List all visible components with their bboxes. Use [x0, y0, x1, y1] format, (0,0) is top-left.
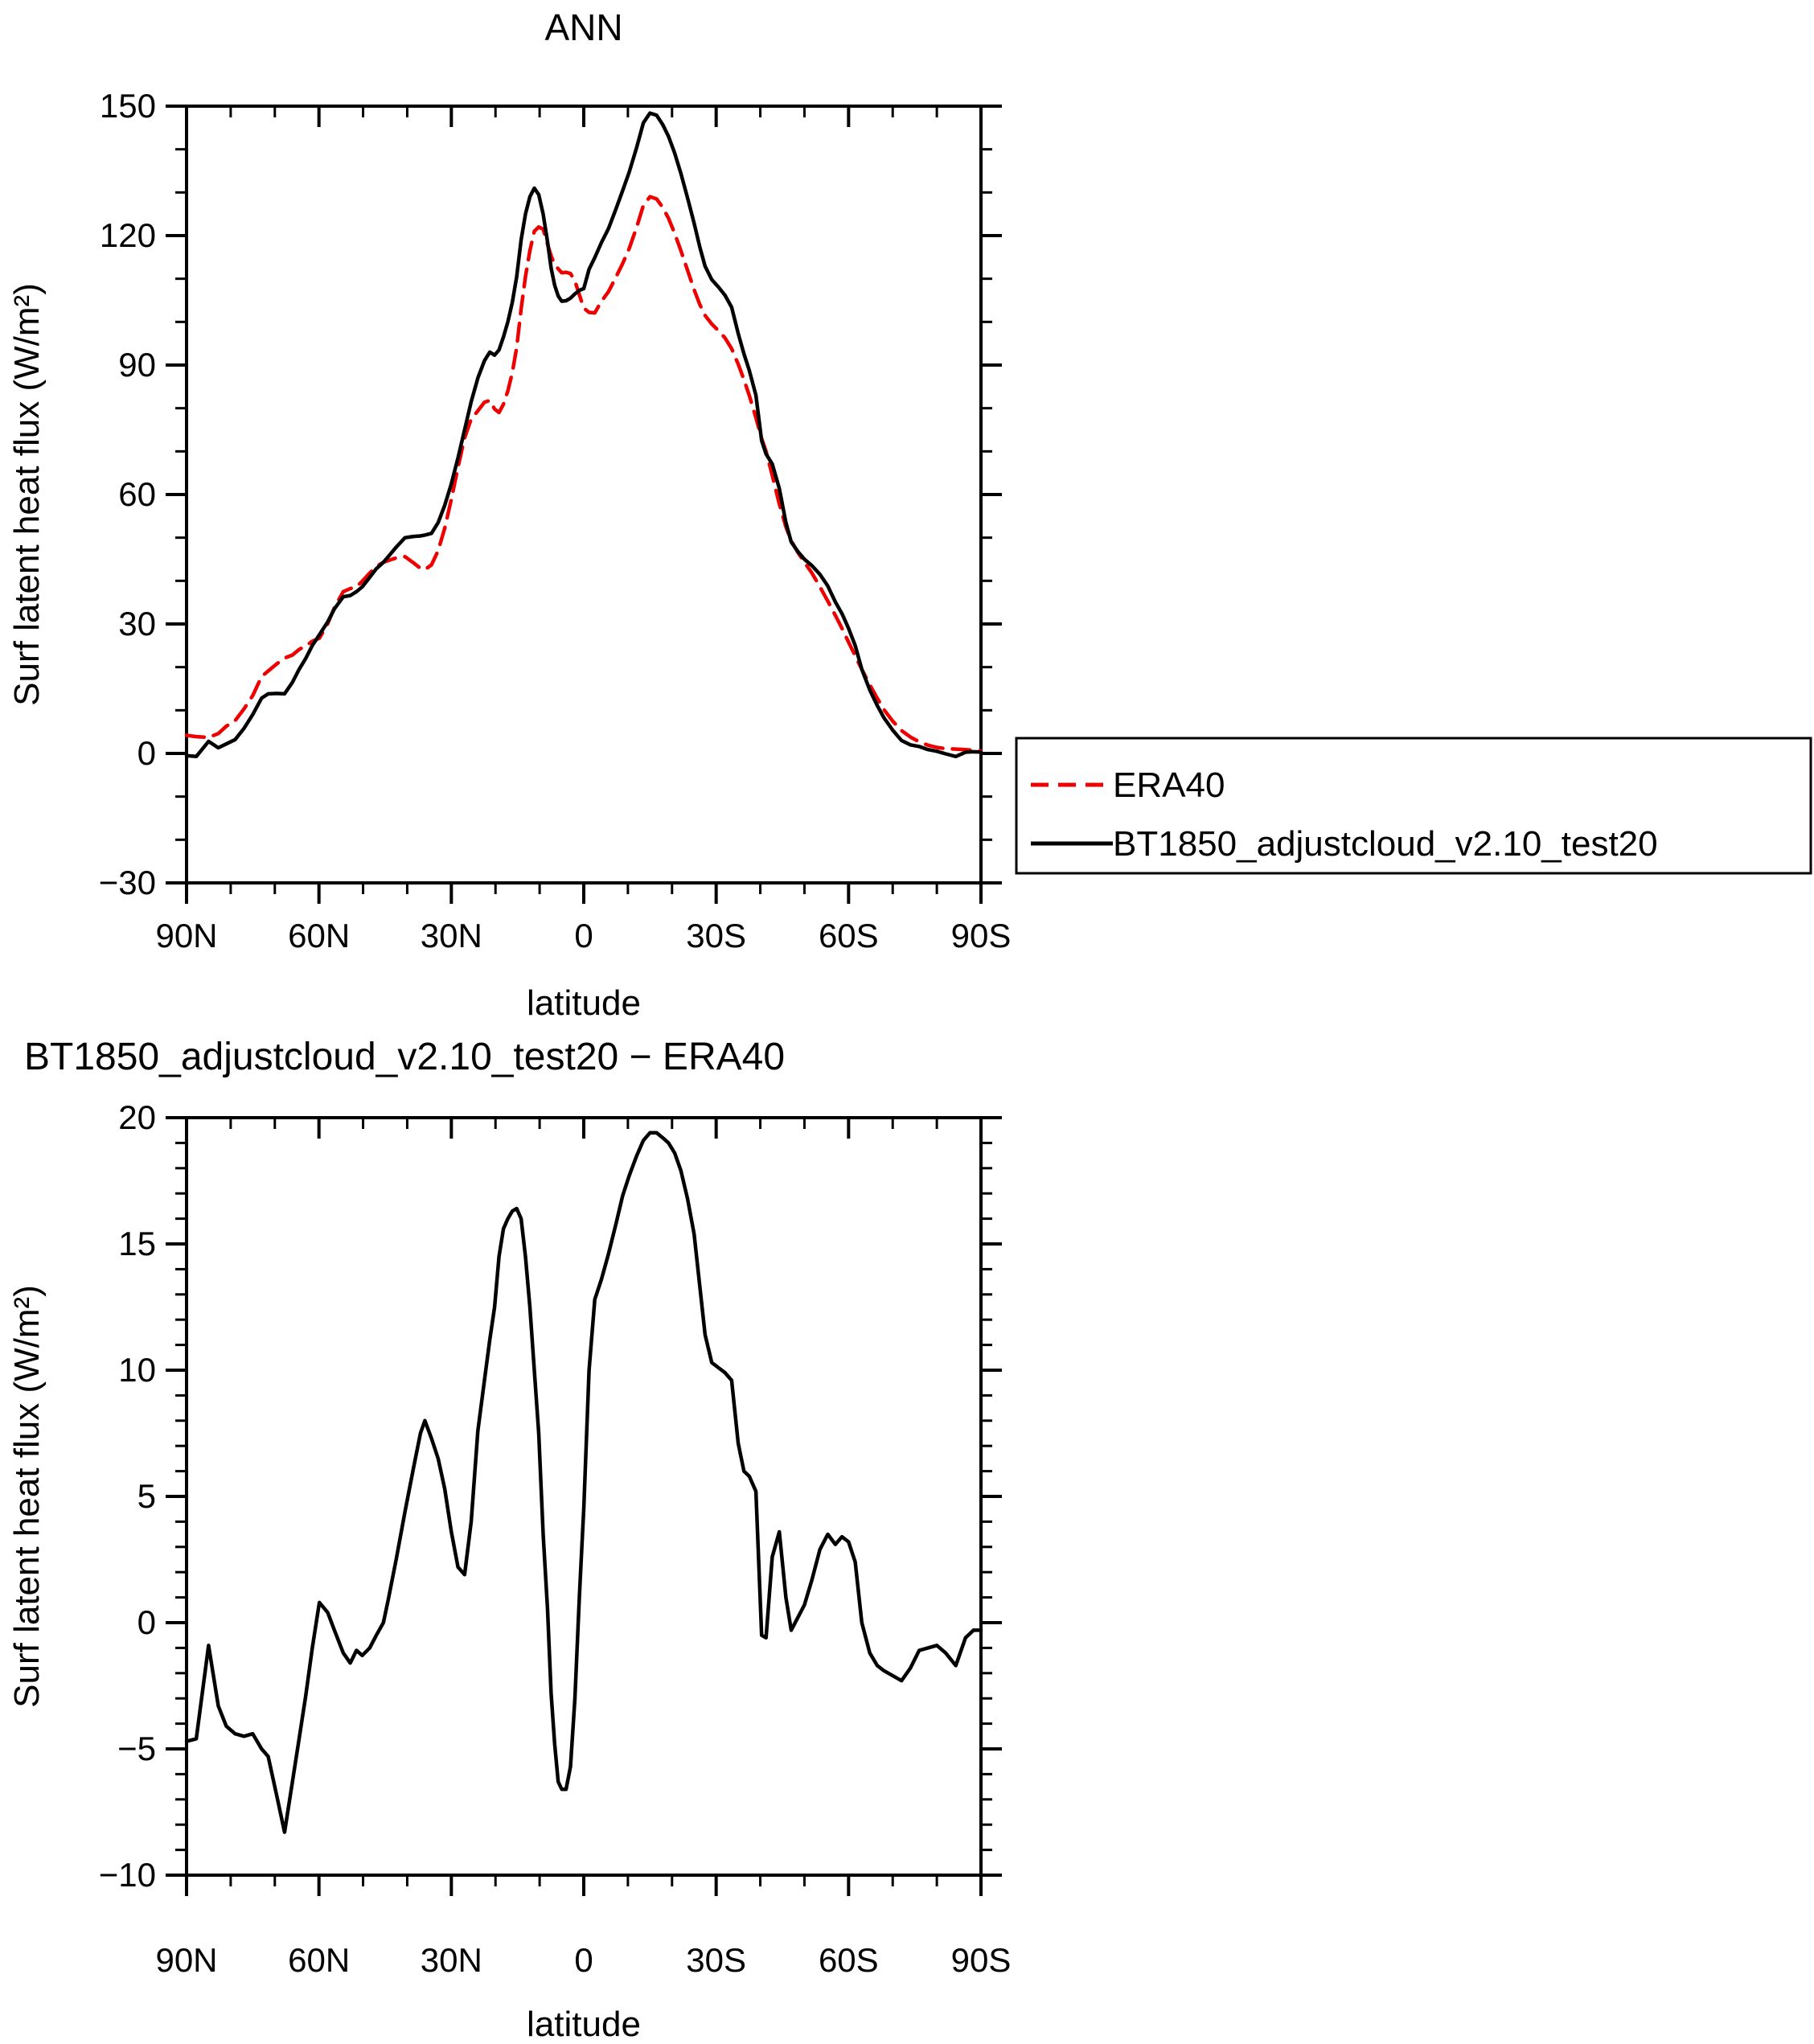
x-tick-label: 30N	[421, 917, 482, 954]
x-tick-label: 30N	[421, 1941, 482, 1979]
y-tick-label: 150	[100, 87, 156, 125]
top-panel-curves	[184, 111, 983, 759]
y-tick-label: 120	[100, 216, 156, 254]
top-panel-axes: 90N 60N 30N 0 30S 60S 90S 150 120 90 60 30 0 −30	[99, 87, 1012, 954]
x-tick-label: 30S	[686, 917, 746, 954]
x-tick-label: 90N	[155, 1941, 217, 1979]
legend: ERA40 BT1850_adjustcloud_v2.10_test20	[1015, 737, 1812, 875]
x-tick-label: 60N	[288, 1941, 350, 1979]
bottom-panel-curves	[184, 1131, 983, 1834]
bottom-panel-y-axis-label: Surf latent heat flux (W/m²)	[7, 1285, 47, 1708]
curve-era40	[184, 195, 983, 753]
bottom-panel-axes: 90N 60N 30N 0 30S 60S 90S 20 15 10 5 0 −5 −10	[99, 1098, 1012, 1979]
bottom-panel-x-axis-label: latitude	[527, 2005, 641, 2044]
x-tick-label: 60S	[819, 1941, 879, 1979]
y-tick-label: 60	[118, 475, 156, 513]
bottom-panel-title: BT1850_adjustcloud_v2.10_test20 − ERA40	[24, 1036, 785, 1078]
x-tick-label: 30S	[686, 1941, 746, 1979]
x-tick-label: 90S	[951, 917, 1012, 954]
x-tick-label: 60S	[819, 917, 879, 954]
x-tick-label: 90N	[155, 917, 217, 954]
y-tick-label: 5	[137, 1477, 156, 1515]
legend-era40-label: ERA40	[1113, 765, 1225, 805]
panel-frame	[185, 105, 983, 885]
top-panel-y-axis-label: Surf latent heat flux (W/m²)	[7, 283, 47, 706]
curve-bt1850-adjustcloud-v2-10-test20-era40	[184, 1131, 983, 1834]
y-tick-label: 15	[118, 1225, 156, 1262]
x-tick-label: 60N	[288, 917, 350, 954]
x-tick-label: 90S	[951, 1941, 1012, 1979]
top-panel-title: ANN	[544, 6, 622, 48]
y-tick-label: 10	[118, 1351, 156, 1389]
legend-box	[1015, 737, 1812, 875]
y-tick-label: 90	[118, 346, 156, 384]
y-tick-label: 20	[118, 1098, 156, 1136]
x-tick-label: 0	[574, 1941, 593, 1979]
x-tick-label: 0	[574, 917, 593, 954]
legend-model-label: BT1850_adjustcloud_v2.10_test20	[1113, 824, 1658, 864]
y-tick-label: −5	[117, 1730, 156, 1767]
y-tick-label: −10	[99, 1856, 156, 1894]
y-tick-label: 0	[137, 1603, 156, 1641]
y-tick-label: −30	[99, 864, 156, 901]
bottom-panel: BT1850_adjustcloud_v2.10_test20 − ERA40 …	[7, 1036, 1011, 2044]
top-panel-x-axis-label: latitude	[527, 983, 641, 1023]
top-panel: ANN Surf latent heat flux (W/m²) 90N 60N 3…	[7, 6, 1011, 1023]
curve-bt1850-adjustcloud-v2-10-test20	[184, 111, 983, 759]
y-tick-label: 30	[118, 605, 156, 642]
y-tick-label: 0	[137, 734, 156, 772]
